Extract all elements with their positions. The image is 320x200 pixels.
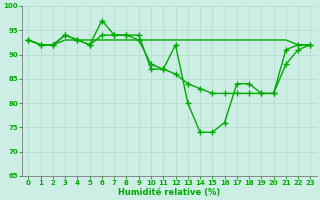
X-axis label: Humidité relative (%): Humidité relative (%) [118, 188, 220, 197]
